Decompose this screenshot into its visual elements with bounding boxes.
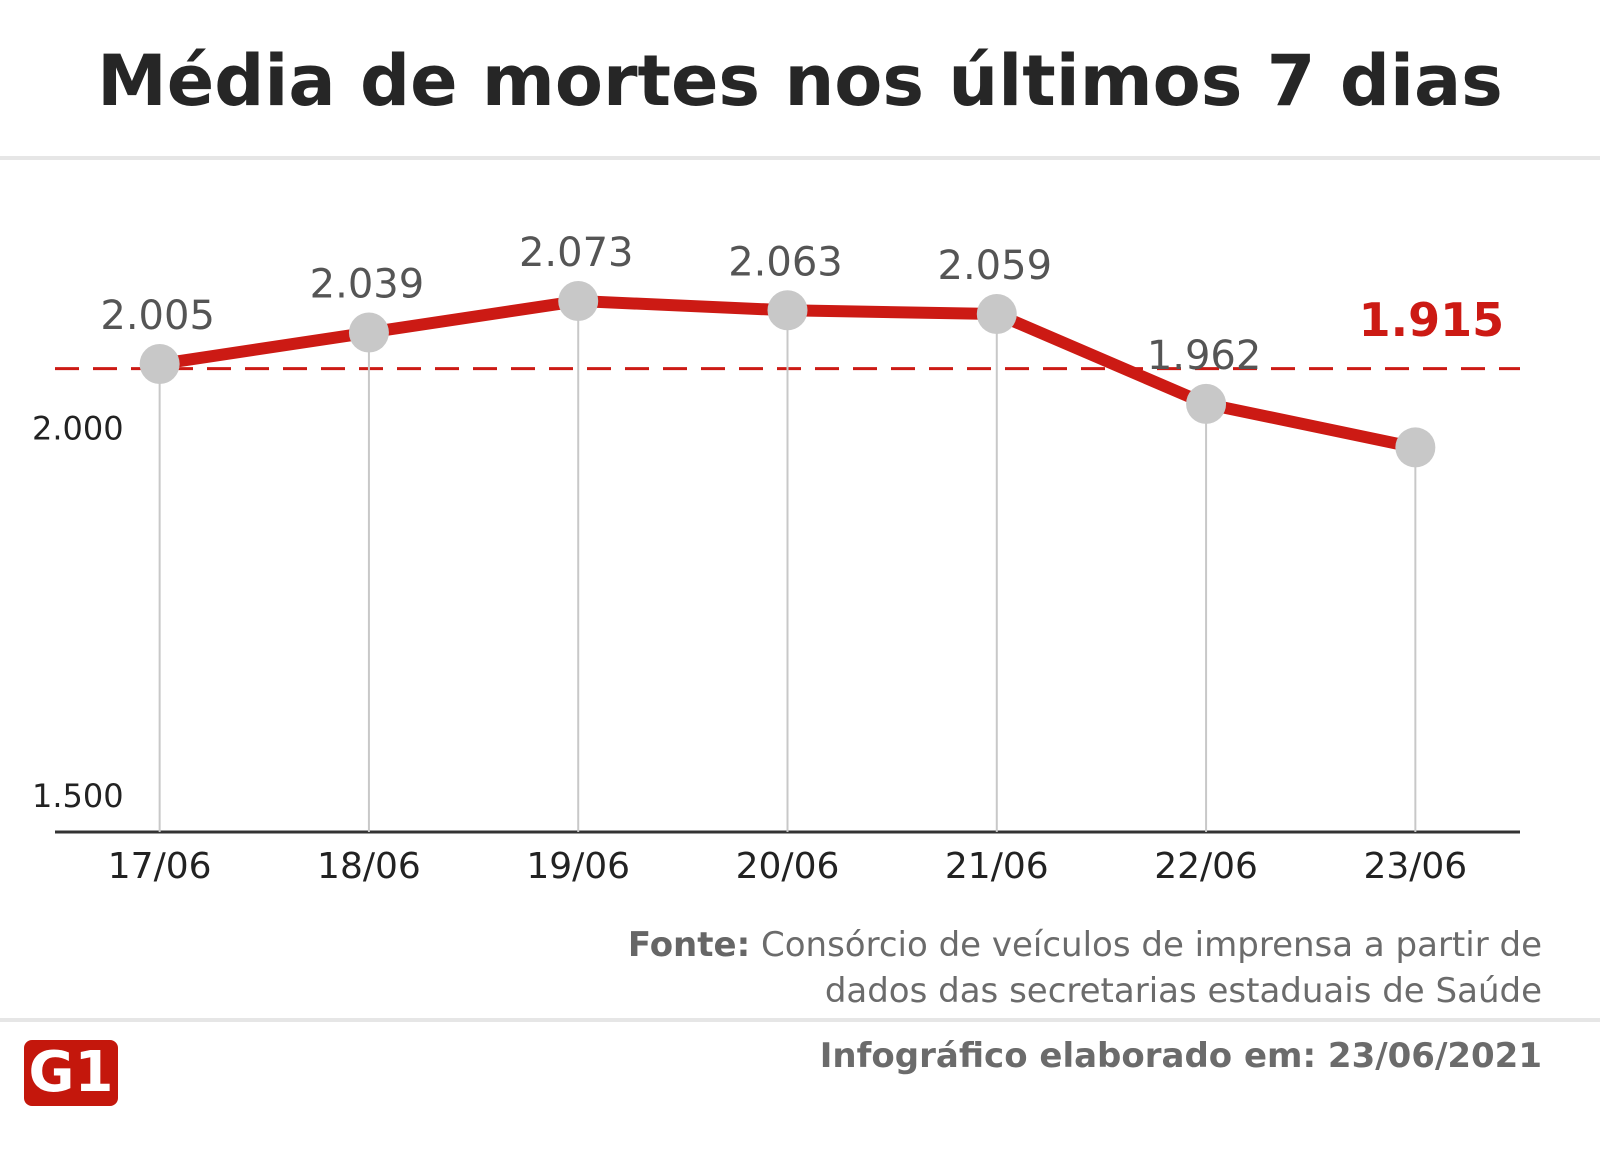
value-label: 1.915 bbox=[1359, 293, 1505, 347]
x-tick-label: 22/06 bbox=[1154, 846, 1258, 887]
note: Infográfico elaborado em: 23/06/2021 bbox=[819, 1036, 1542, 1076]
point bbox=[1395, 427, 1436, 468]
value-label: 2.039 bbox=[310, 262, 425, 308]
x-tick-label: 20/06 bbox=[736, 846, 840, 887]
x-tick-label: 21/06 bbox=[945, 846, 1049, 887]
x-tick-label: 19/06 bbox=[526, 846, 630, 887]
value-label: 1.962 bbox=[1147, 333, 1262, 379]
point bbox=[348, 312, 389, 353]
value-label: 2.063 bbox=[728, 239, 843, 285]
value-label: 2.073 bbox=[519, 230, 634, 276]
value-label: 2.005 bbox=[100, 293, 215, 339]
x-tick-label: 23/06 bbox=[1363, 846, 1467, 887]
source-label: Fonte: bbox=[627, 925, 751, 965]
divider bbox=[0, 156, 1600, 160]
x-tick-label: 18/06 bbox=[317, 846, 421, 887]
y-tick-label: 1.500 bbox=[32, 777, 124, 815]
chart-title: Média de mortes nos últimos 7 dias bbox=[97, 40, 1503, 122]
point bbox=[976, 293, 1017, 334]
source: Fonte: Consórcio de veículos de imprensa… bbox=[582, 922, 1542, 1014]
value-label: 2.059 bbox=[938, 243, 1053, 289]
logo: G1 bbox=[24, 1040, 118, 1106]
point bbox=[139, 344, 180, 385]
source-text: Consórcio de veículos de imprensa a part… bbox=[760, 925, 1542, 1011]
point bbox=[767, 290, 808, 331]
y-tick-label: 2.000 bbox=[32, 410, 124, 448]
point bbox=[558, 281, 599, 322]
point bbox=[1186, 383, 1227, 424]
x-tick-label: 17/06 bbox=[108, 846, 212, 887]
divider bbox=[0, 1018, 1600, 1022]
